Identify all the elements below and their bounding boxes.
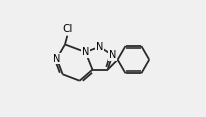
Text: Cl: Cl	[63, 24, 73, 34]
Text: N: N	[53, 53, 61, 64]
Text: N: N	[82, 47, 89, 57]
Text: N: N	[96, 42, 103, 52]
Text: N: N	[109, 50, 116, 60]
